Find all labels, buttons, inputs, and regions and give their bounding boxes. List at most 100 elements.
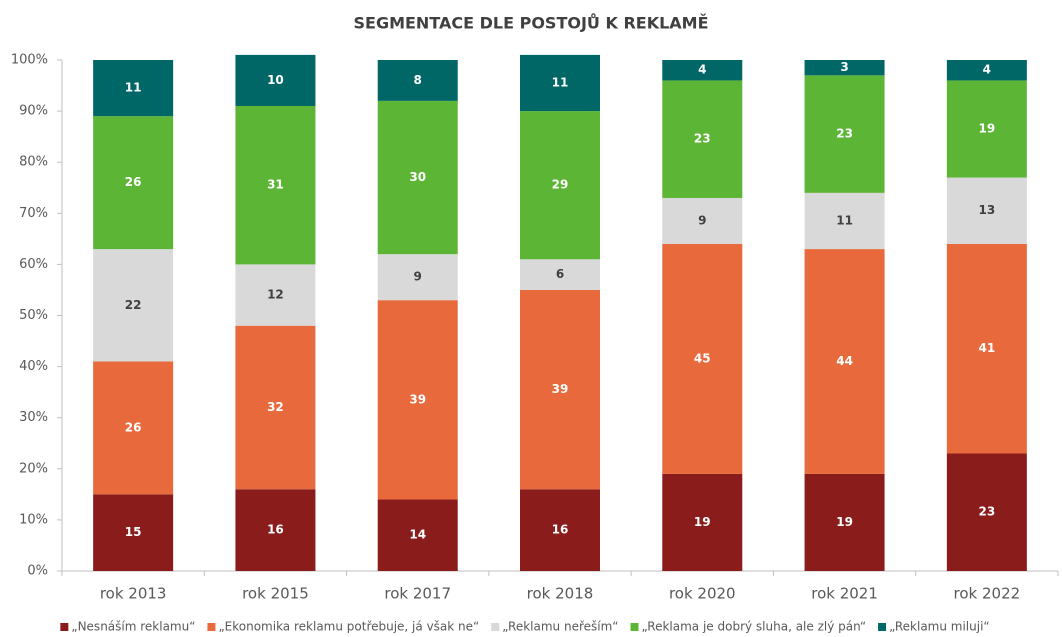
- x-tick-label: rok 2020: [669, 585, 736, 603]
- x-tick-label: rok 2018: [527, 585, 594, 603]
- data-label: 19: [694, 515, 711, 529]
- data-label: 19: [836, 515, 853, 529]
- bar-segment: [804, 249, 885, 474]
- y-tick-label: 100%: [11, 53, 48, 68]
- bar-segment: [520, 259, 600, 290]
- data-label: 26: [125, 420, 142, 434]
- data-label: 22: [125, 298, 142, 312]
- y-tick-label: 20%: [19, 461, 48, 476]
- legend-label: „Nesnáším reklamu“: [71, 620, 195, 634]
- bar-segment: [946, 243, 1027, 454]
- legend-swatch: [630, 623, 639, 631]
- data-label: 30: [409, 170, 426, 184]
- bar-segment: [520, 54, 600, 112]
- legend-label: „Reklamu neřeším“: [502, 620, 618, 634]
- bar-segment: [520, 111, 600, 260]
- data-label: 10: [267, 73, 284, 87]
- data-label: 29: [552, 178, 569, 192]
- bar-segment: [377, 499, 458, 571]
- bar-segment: [662, 243, 743, 474]
- data-label: 6: [556, 267, 564, 281]
- legend-swatch: [878, 623, 887, 631]
- data-label: 4: [983, 63, 991, 77]
- data-label: 23: [979, 505, 996, 519]
- data-label: 4: [698, 63, 706, 77]
- x-tick-label: rok 2021: [811, 585, 878, 603]
- bar-segment: [235, 489, 316, 571]
- y-tick-label: 60%: [19, 257, 48, 272]
- bar-segment: [93, 494, 174, 571]
- y-tick-label: 0%: [27, 564, 48, 579]
- y-tick-label: 70%: [19, 206, 48, 221]
- bar-segment: [662, 197, 743, 244]
- bar-segment: [946, 177, 1027, 244]
- data-label: 39: [552, 382, 569, 396]
- bar-segment: [93, 60, 174, 117]
- bar-segment: [235, 105, 316, 265]
- data-label: 23: [694, 132, 711, 146]
- legend-label: „Ekonomika reklamu potřebuje, já však ne…: [218, 620, 479, 634]
- bar-segment: [946, 60, 1027, 81]
- bar-segment: [520, 489, 600, 571]
- data-label: 15: [125, 525, 142, 539]
- data-label: 14: [409, 528, 426, 542]
- bar-segment: [377, 254, 458, 301]
- bar-segment: [804, 473, 885, 571]
- data-label: 23: [836, 127, 853, 141]
- y-tick-label: 90%: [19, 104, 48, 119]
- bar-segment: [377, 60, 458, 101]
- bar-segment: [93, 116, 174, 250]
- bar-segment: [946, 80, 1027, 178]
- bar-segment: [93, 249, 174, 362]
- chart-title: SEGMENTACE DLE POSTOJŮ K REKLAMĚ: [353, 14, 708, 33]
- y-tick-label: 30%: [19, 410, 48, 425]
- bar-segment: [662, 60, 743, 81]
- data-label: 8: [414, 73, 422, 87]
- data-label: 39: [409, 392, 426, 406]
- x-tick-label: rok 2022: [954, 585, 1021, 603]
- data-label: 12: [267, 288, 284, 302]
- bar-segment: [662, 473, 743, 571]
- data-label: 45: [694, 351, 711, 365]
- bar-segment: [804, 75, 885, 193]
- data-label: 11: [125, 81, 142, 95]
- bar-segment: [804, 60, 885, 76]
- y-tick-label: 40%: [19, 359, 48, 374]
- legend: „Nesnáším reklamu“ „Ekonomika reklamu pot…: [60, 620, 990, 634]
- data-label: 16: [552, 523, 569, 537]
- x-tick-label: rok 2015: [242, 585, 309, 603]
- data-label: 41: [979, 341, 996, 355]
- bar-segment: [235, 264, 316, 326]
- data-label: 44: [836, 354, 853, 368]
- data-label: 9: [698, 213, 706, 227]
- bar-segment: [520, 289, 600, 490]
- x-tick-label: rok 2013: [100, 585, 167, 603]
- x-tick-label: rok 2017: [384, 585, 451, 603]
- bar-segment: [93, 361, 174, 495]
- bar-segment: [946, 453, 1027, 571]
- legend-label: „Reklama je dobrý sluha, ale zlý pán“: [642, 620, 867, 634]
- legend-swatch: [207, 623, 216, 631]
- data-label: 3: [840, 60, 848, 74]
- data-label: 16: [267, 523, 284, 537]
- data-label: 13: [979, 203, 996, 217]
- bar-segment: [377, 100, 458, 255]
- bar-segment: [804, 192, 885, 250]
- data-label: 11: [836, 213, 853, 227]
- data-label: 31: [267, 178, 284, 192]
- data-label: 26: [125, 175, 142, 189]
- y-tick-label: 10%: [19, 512, 48, 527]
- data-label: 9: [414, 270, 422, 284]
- data-label: 11: [552, 75, 569, 89]
- legend-swatch: [491, 623, 500, 631]
- y-tick-label: 80%: [19, 155, 48, 170]
- data-label: 19: [979, 121, 996, 135]
- bar-segment: [235, 54, 316, 106]
- legend-swatch: [60, 623, 69, 631]
- data-label: 32: [267, 400, 284, 414]
- bar-segment: [662, 80, 743, 198]
- bar-segment: [235, 325, 316, 490]
- bar-segment: [377, 300, 458, 500]
